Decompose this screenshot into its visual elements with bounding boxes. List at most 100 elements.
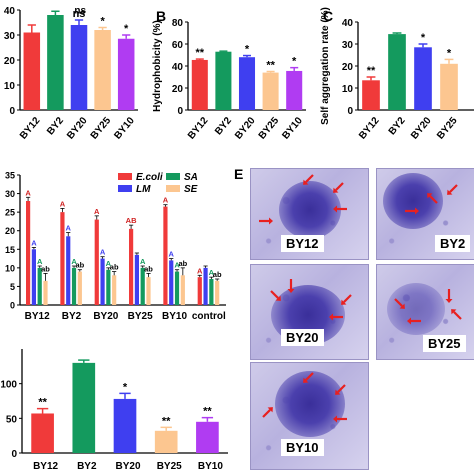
significance-label: * [421, 32, 426, 44]
group-label: ab [144, 264, 153, 273]
bar [94, 219, 99, 305]
bar [154, 430, 178, 453]
significance-label: ns [74, 5, 86, 16]
legend-swatch [118, 185, 132, 192]
significance-label: ** [203, 406, 212, 418]
micrograph-label: BY12 [281, 235, 324, 252]
legend-swatch [166, 185, 180, 192]
x-tick-label: BY12 [25, 311, 50, 322]
significance-label: * [100, 16, 105, 28]
significance-label: ** [38, 397, 47, 409]
bar [180, 275, 185, 305]
bar [37, 267, 42, 305]
significance-label: * [447, 47, 452, 59]
group-label: A [163, 196, 169, 205]
bar [203, 267, 208, 305]
significance-label: ** [162, 415, 171, 427]
colony [387, 283, 445, 335]
group-label: ab [178, 259, 187, 268]
group-label: A [140, 257, 146, 266]
legend-label: SE [184, 184, 198, 195]
bar [197, 277, 202, 305]
x-tick-label: BY20 [93, 311, 118, 322]
bar [440, 63, 458, 110]
x-tick-label: BY2 [62, 311, 82, 322]
bar [43, 280, 48, 305]
x-tick-label: BY25 [89, 115, 114, 142]
arrow-head [399, 303, 405, 309]
group-label: A [25, 188, 31, 197]
arrow-head [303, 377, 309, 383]
arrow-markers [259, 174, 347, 225]
bar [47, 15, 64, 110]
colony [275, 371, 345, 437]
chart-b: 0 20 40 60 80 Hydrophobicity (%) ** BY12 BY2 * BY2… [152, 18, 306, 142]
panel-label-b: B [156, 8, 167, 24]
bar [191, 59, 208, 110]
group-label: AB [126, 216, 137, 225]
y-tick-label: 40 [342, 18, 354, 29]
arrow-head [427, 193, 433, 199]
bar [129, 228, 134, 305]
bar [238, 57, 256, 110]
bar [66, 236, 71, 305]
arrow-head [275, 295, 281, 301]
group-label: A [66, 224, 72, 233]
y-tick-label: 100 [0, 380, 17, 391]
x-tick-label: BY25 [257, 115, 282, 142]
bar [286, 70, 303, 110]
arrow-head [287, 289, 295, 293]
significance-label: * [124, 23, 129, 35]
x-tick-label: BY10 [112, 115, 137, 142]
y-tick-label: 0 [177, 106, 183, 117]
y-tick-label: 20 [4, 56, 16, 67]
arrow-head [335, 389, 341, 395]
y-tick-label: 15 [5, 245, 15, 255]
x-tick-label: BY2 [387, 115, 408, 137]
bar [112, 275, 117, 305]
bar [117, 38, 135, 110]
significance-label: ** [196, 47, 205, 59]
legend-swatch [166, 173, 180, 180]
micrograph-label: BY25 [423, 335, 466, 352]
y-tick-label: 80 [172, 18, 184, 29]
micrograph-by10: BY10 [250, 362, 369, 470]
x-tick-label: BY2 [45, 115, 66, 137]
x-tick-label: BY25 [157, 461, 182, 472]
bar [77, 271, 82, 305]
bar [215, 280, 220, 305]
arrow-marker [343, 294, 352, 303]
arrow-head [269, 217, 273, 225]
significance-label: * [245, 44, 250, 56]
group-label: A [31, 238, 37, 247]
x-tick-label: BY25 [128, 311, 153, 322]
arrow-markers [405, 184, 458, 215]
bar [23, 32, 41, 110]
colony [279, 181, 341, 239]
bar [209, 279, 214, 305]
bar [106, 269, 111, 305]
y-tick-label: 0 [10, 301, 15, 311]
arrow-marker [305, 174, 314, 183]
x-tick-label: BY12 [33, 461, 58, 472]
x-tick-label: BY20 [409, 115, 434, 142]
group-label: A [169, 250, 175, 259]
x-tick-label: BY2 [213, 115, 234, 137]
group-label: A [174, 261, 180, 270]
bar [100, 258, 105, 305]
y-tick-label: 20 [5, 226, 15, 236]
group-label: ab [75, 261, 84, 270]
y-tick-label: 30 [4, 31, 16, 42]
y-axis-label: Hydrophobicity (%) [152, 20, 163, 112]
micrograph-by12: BY12 [250, 168, 369, 260]
y-tick-label: 30 [342, 40, 354, 51]
bar [215, 51, 232, 110]
bar [72, 362, 96, 453]
y-tick-label: 10 [4, 81, 16, 92]
arrow-markers [270, 279, 352, 321]
arrow-head [333, 205, 337, 213]
panel-label-c: C [323, 8, 334, 24]
chart-panel-c: C 0 10 20 30 40 Self aggregation rate (%) ** BY… [316, 0, 474, 165]
legend-swatch [118, 173, 132, 180]
